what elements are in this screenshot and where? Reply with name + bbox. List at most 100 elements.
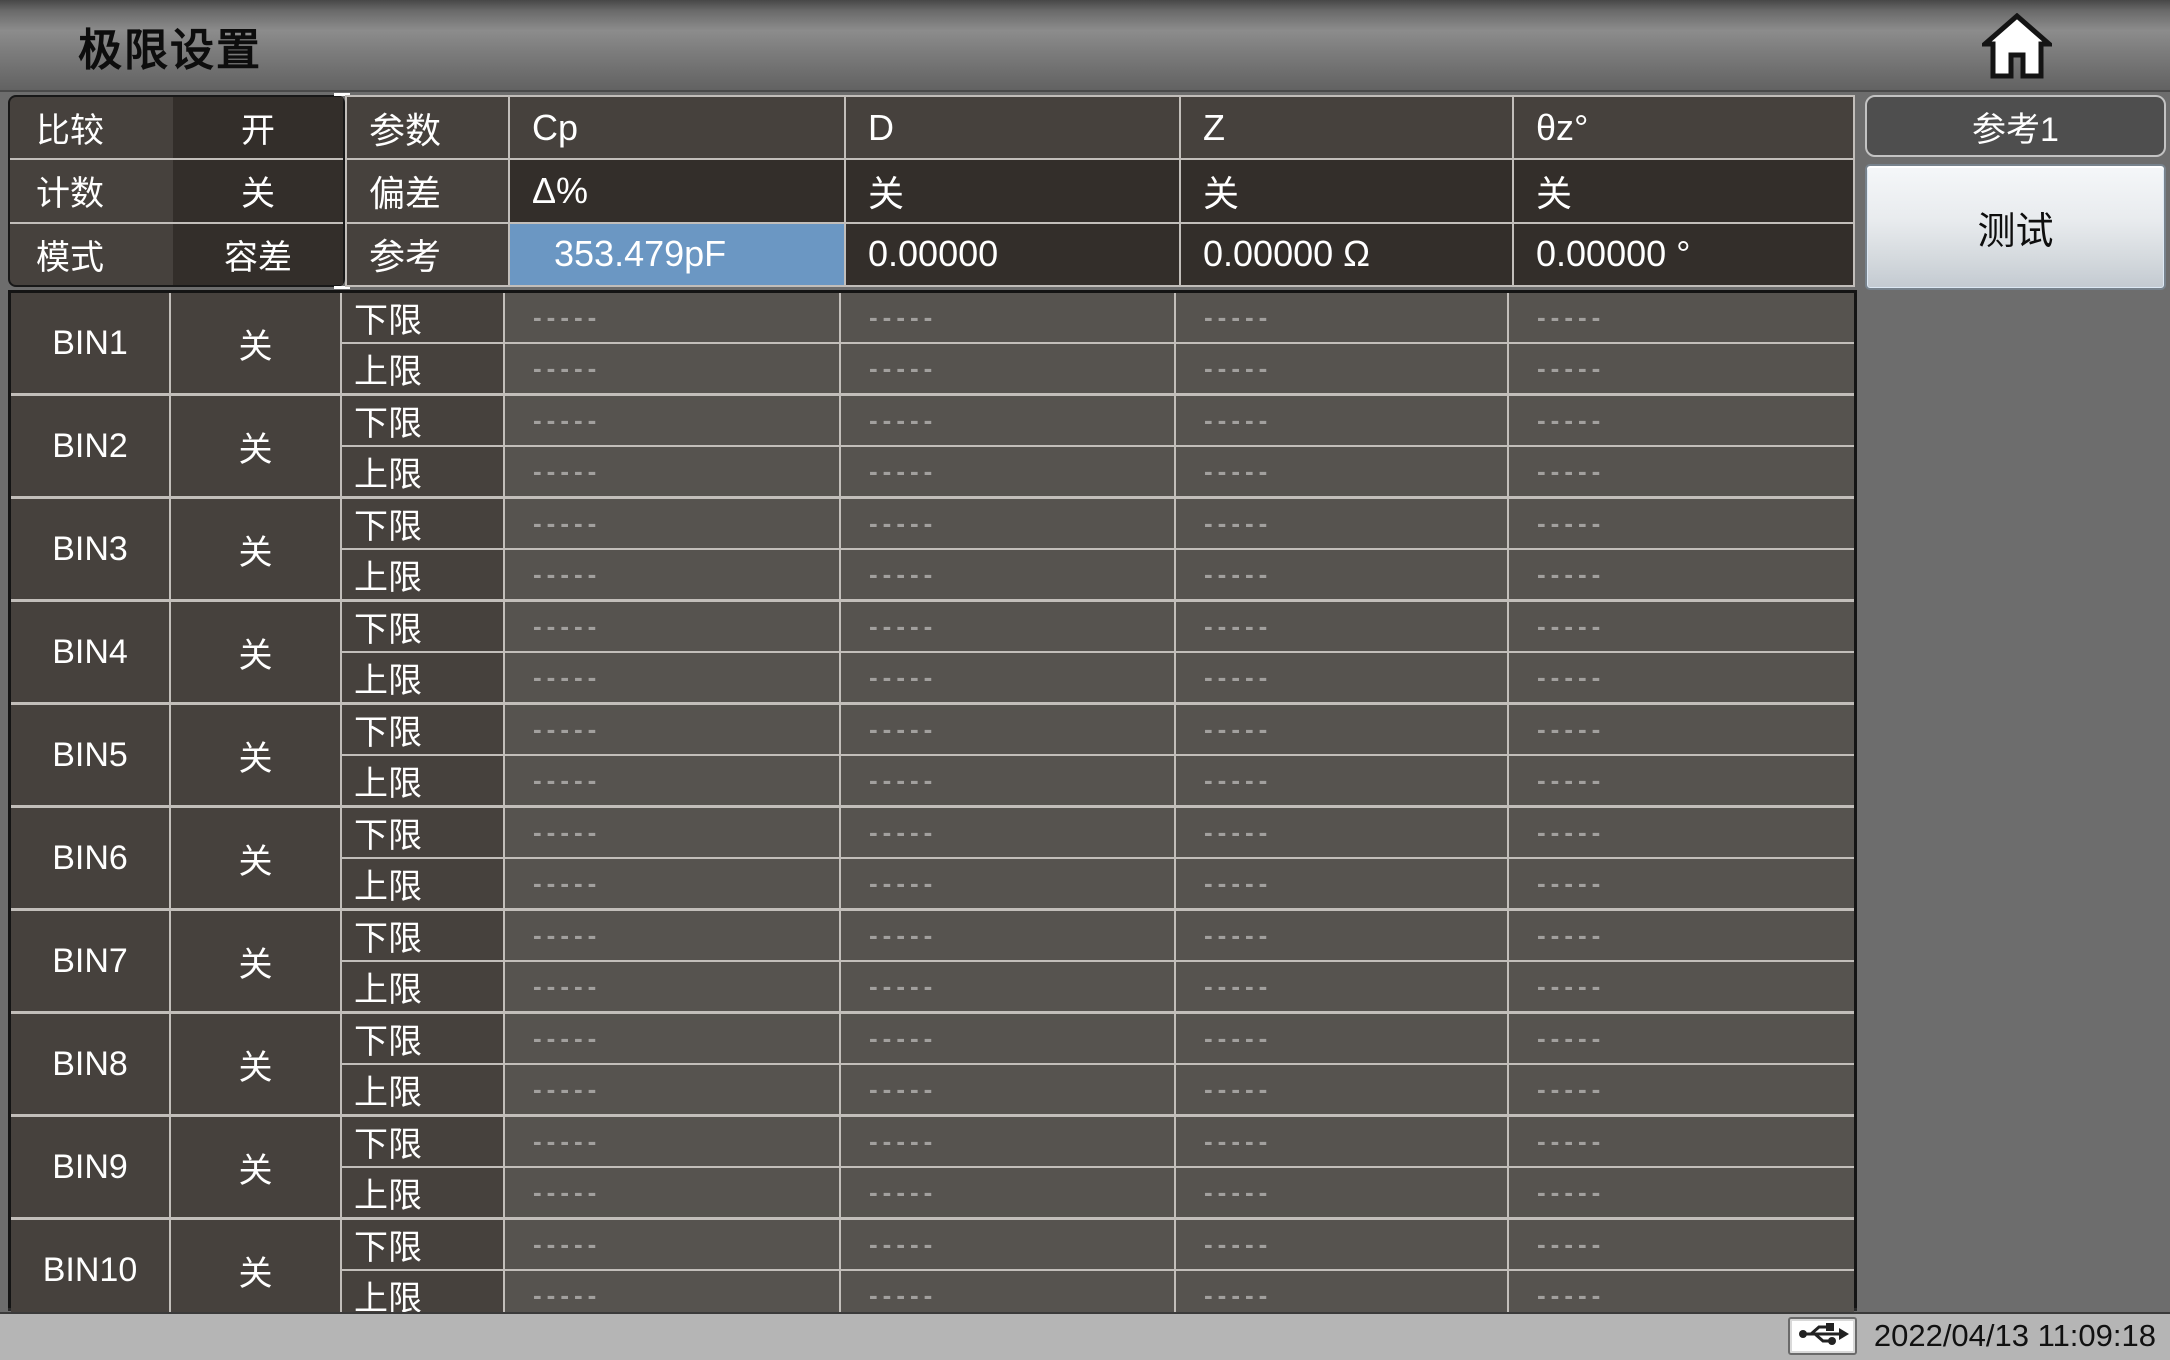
lower-limit-cp-cell[interactable]: ----- [505, 705, 841, 754]
lower-limit-d-cell[interactable]: ----- [841, 293, 1176, 342]
upper-limit-z-cell[interactable]: ----- [1176, 653, 1509, 702]
upper-limit-z-cell[interactable]: ----- [1176, 859, 1509, 908]
bin-state-value[interactable]: 关 [171, 808, 342, 908]
upper-limit-theta-cell[interactable]: ----- [1509, 1271, 1854, 1320]
lower-limit-z-cell[interactable]: ----- [1176, 602, 1509, 651]
bin-state-value[interactable]: 关 [171, 499, 342, 599]
lower-limit-z-cell[interactable]: ----- [1176, 293, 1509, 342]
lower-limit-theta-cell[interactable]: ----- [1509, 499, 1854, 548]
lower-limit-cp-cell[interactable]: ----- [505, 293, 841, 342]
mode-value[interactable]: 容差 [173, 223, 343, 285]
count-value[interactable]: 关 [173, 160, 343, 222]
upper-limit-d-cell[interactable]: ----- [841, 447, 1176, 496]
bin-state-value[interactable]: 关 [171, 396, 342, 496]
upper-limit-theta-cell[interactable]: ----- [1509, 962, 1854, 1011]
lower-limit-cp-cell[interactable]: ----- [505, 1014, 841, 1063]
parameter-z[interactable]: Z [1181, 97, 1514, 159]
lower-limit-cp-cell[interactable]: ----- [505, 1220, 841, 1269]
lower-limit-cp-cell[interactable]: ----- [505, 911, 841, 960]
upper-limit-cp-cell[interactable]: ----- [505, 447, 841, 496]
upper-limit-theta-cell[interactable]: ----- [1509, 1065, 1854, 1114]
upper-limit-z-cell[interactable]: ----- [1176, 1065, 1509, 1114]
deviation-z[interactable]: 关 [1181, 160, 1514, 222]
bin-state-value[interactable]: 关 [171, 705, 342, 805]
lower-limit-theta-cell[interactable]: ----- [1509, 602, 1854, 651]
upper-limit-d-cell[interactable]: ----- [841, 756, 1176, 805]
upper-limit-d-cell[interactable]: ----- [841, 344, 1176, 393]
upper-limit-theta-cell[interactable]: ----- [1509, 550, 1854, 599]
reference-theta[interactable]: 0.00000 ° [1514, 223, 1853, 285]
home-button[interactable] [1978, 12, 2056, 82]
upper-limit-z-cell[interactable]: ----- [1176, 756, 1509, 805]
bin-state-value[interactable]: 关 [171, 293, 342, 393]
lower-limit-theta-cell[interactable]: ----- [1509, 1117, 1854, 1166]
upper-limit-d-cell[interactable]: ----- [841, 550, 1176, 599]
lower-limit-d-cell[interactable]: ----- [841, 602, 1176, 651]
lower-limit-theta-cell[interactable]: ----- [1509, 808, 1854, 857]
lower-limit-d-cell[interactable]: ----- [841, 1220, 1176, 1269]
lower-limit-theta-cell[interactable]: ----- [1509, 293, 1854, 342]
upper-limit-d-cell[interactable]: ----- [841, 962, 1176, 1011]
lower-limit-cp-cell[interactable]: ----- [505, 396, 841, 445]
lower-limit-cp-cell[interactable]: ----- [505, 499, 841, 548]
upper-limit-cp-cell[interactable]: ----- [505, 344, 841, 393]
upper-limit-cp-cell[interactable]: ----- [505, 653, 841, 702]
lower-limit-theta-cell[interactable]: ----- [1509, 1014, 1854, 1063]
parameter-d[interactable]: D [846, 97, 1181, 159]
lower-limit-cp-cell[interactable]: ----- [505, 602, 841, 651]
upper-limit-theta-cell[interactable]: ----- [1509, 653, 1854, 702]
upper-limit-theta-cell[interactable]: ----- [1509, 447, 1854, 496]
lower-limit-z-cell[interactable]: ----- [1176, 808, 1509, 857]
lower-limit-d-cell[interactable]: ----- [841, 1117, 1176, 1166]
bin-state-value[interactable]: 关 [171, 911, 342, 1011]
upper-limit-cp-cell[interactable]: ----- [505, 550, 841, 599]
upper-limit-cp-cell[interactable]: ----- [505, 1065, 841, 1114]
lower-limit-d-cell[interactable]: ----- [841, 1014, 1176, 1063]
compare-value[interactable]: 开 [173, 97, 343, 159]
deviation-cp[interactable]: Δ% [510, 160, 846, 222]
deviation-d[interactable]: 关 [846, 160, 1181, 222]
bin-state-value[interactable]: 关 [171, 602, 342, 702]
bin-state-value[interactable]: 关 [171, 1220, 342, 1320]
lower-limit-z-cell[interactable]: ----- [1176, 705, 1509, 754]
bin-state-value[interactable]: 关 [171, 1117, 342, 1217]
lower-limit-z-cell[interactable]: ----- [1176, 1014, 1509, 1063]
lower-limit-d-cell[interactable]: ----- [841, 911, 1176, 960]
test-button[interactable]: 测试 [1865, 164, 2166, 290]
upper-limit-z-cell[interactable]: ----- [1176, 962, 1509, 1011]
upper-limit-z-cell[interactable]: ----- [1176, 1168, 1509, 1217]
lower-limit-theta-cell[interactable]: ----- [1509, 705, 1854, 754]
upper-limit-cp-cell[interactable]: ----- [505, 1271, 841, 1320]
reference-1-button[interactable]: 参考1 [1865, 95, 2166, 157]
lower-limit-z-cell[interactable]: ----- [1176, 499, 1509, 548]
reference-d[interactable]: 0.00000 [846, 223, 1181, 285]
upper-limit-d-cell[interactable]: ----- [841, 859, 1176, 908]
parameter-cp[interactable]: Cp [510, 97, 846, 159]
upper-limit-d-cell[interactable]: ----- [841, 653, 1176, 702]
lower-limit-cp-cell[interactable]: ----- [505, 1117, 841, 1166]
lower-limit-d-cell[interactable]: ----- [841, 499, 1176, 548]
upper-limit-cp-cell[interactable]: ----- [505, 859, 841, 908]
upper-limit-theta-cell[interactable]: ----- [1509, 756, 1854, 805]
bin-state-value[interactable]: 关 [171, 1014, 342, 1114]
reference-cp-selected[interactable]: 353.479pF [510, 223, 846, 285]
deviation-theta[interactable]: 关 [1514, 160, 1853, 222]
upper-limit-cp-cell[interactable]: ----- [505, 962, 841, 1011]
upper-limit-z-cell[interactable]: ----- [1176, 447, 1509, 496]
lower-limit-z-cell[interactable]: ----- [1176, 1220, 1509, 1269]
upper-limit-theta-cell[interactable]: ----- [1509, 344, 1854, 393]
upper-limit-d-cell[interactable]: ----- [841, 1168, 1176, 1217]
upper-limit-z-cell[interactable]: ----- [1176, 1271, 1509, 1320]
upper-limit-cp-cell[interactable]: ----- [505, 1168, 841, 1217]
lower-limit-d-cell[interactable]: ----- [841, 808, 1176, 857]
lower-limit-d-cell[interactable]: ----- [841, 705, 1176, 754]
upper-limit-z-cell[interactable]: ----- [1176, 344, 1509, 393]
lower-limit-theta-cell[interactable]: ----- [1509, 1220, 1854, 1269]
lower-limit-cp-cell[interactable]: ----- [505, 808, 841, 857]
upper-limit-d-cell[interactable]: ----- [841, 1271, 1176, 1320]
upper-limit-cp-cell[interactable]: ----- [505, 756, 841, 805]
lower-limit-z-cell[interactable]: ----- [1176, 1117, 1509, 1166]
lower-limit-z-cell[interactable]: ----- [1176, 911, 1509, 960]
lower-limit-d-cell[interactable]: ----- [841, 396, 1176, 445]
upper-limit-z-cell[interactable]: ----- [1176, 550, 1509, 599]
